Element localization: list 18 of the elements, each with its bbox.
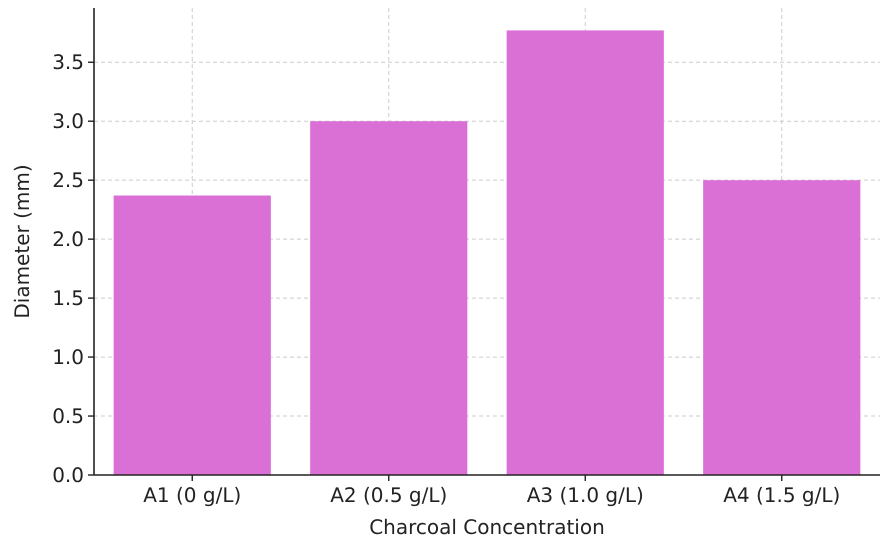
bar xyxy=(310,121,468,475)
bar xyxy=(114,196,271,475)
y-tick-label: 0.0 xyxy=(52,463,84,487)
x-axis-title: Charcoal Concentration xyxy=(369,515,605,539)
bar xyxy=(506,30,664,475)
y-tick-label: 3.5 xyxy=(52,50,84,74)
y-tick-label: 0.5 xyxy=(52,404,84,428)
y-tick-label: 1.0 xyxy=(52,345,84,370)
bar xyxy=(703,180,860,475)
y-tick-label: 2.0 xyxy=(52,227,84,252)
y-tick-label: 2.5 xyxy=(52,168,84,192)
y-tick-label: 3.0 xyxy=(52,109,84,134)
x-tick-label: A1 (0 g/L) xyxy=(143,483,242,507)
x-tick-label: A2 (0.5 g/L) xyxy=(330,483,448,507)
x-tick-label: A3 (1.0 g/L) xyxy=(526,483,644,507)
x-tick-label: A4 (1.5 g/L) xyxy=(723,483,840,507)
y-tick-label: 1.5 xyxy=(52,286,84,310)
y-axis-title: Diameter (mm) xyxy=(10,164,34,319)
